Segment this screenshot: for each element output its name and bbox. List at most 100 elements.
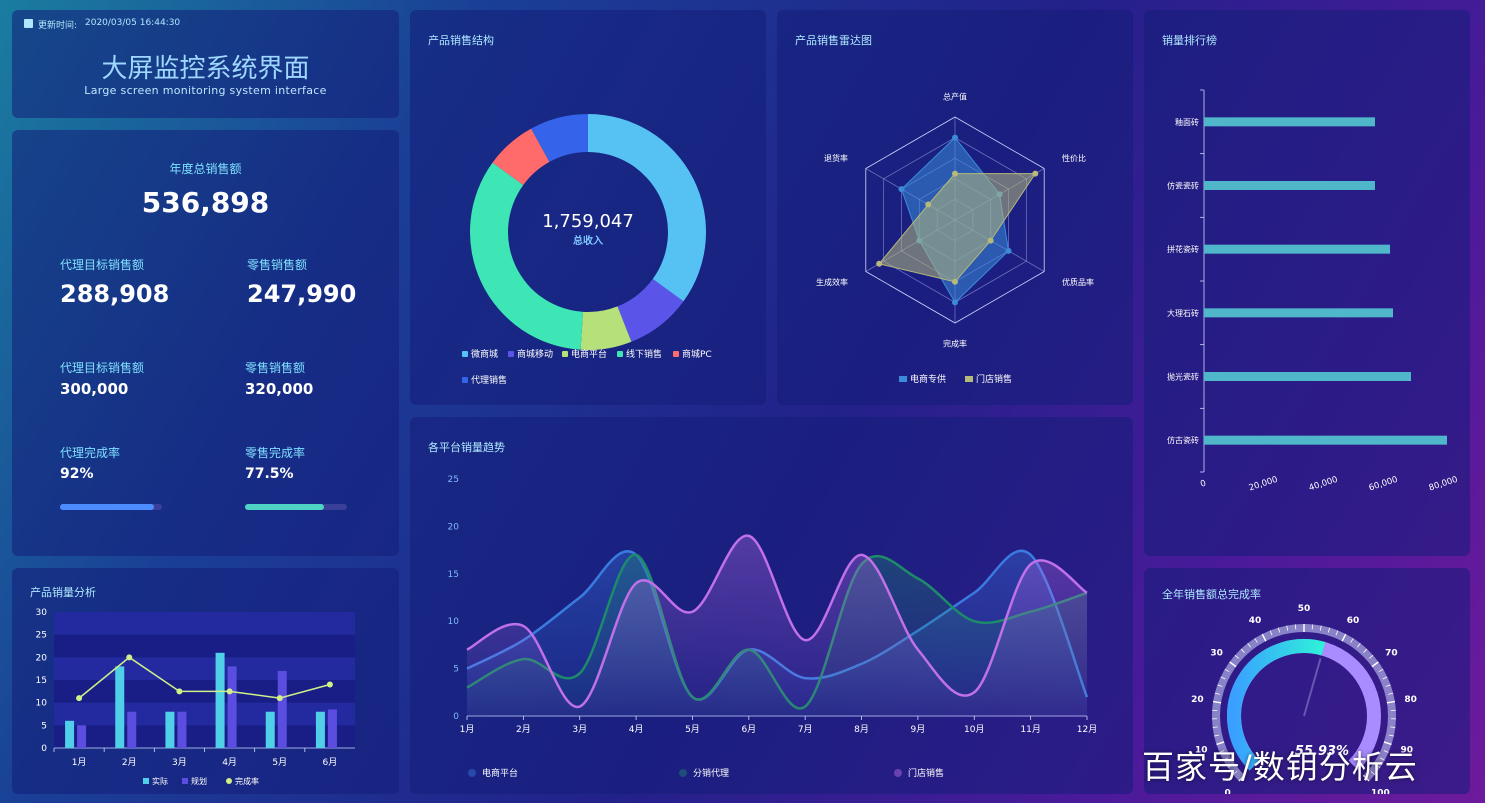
trend-x-tick-label: 4月 <box>629 724 644 735</box>
analysis-bar-plan <box>327 709 337 748</box>
gauge-tick <box>1286 625 1289 631</box>
analysis-x-tick-label: 2月 <box>122 757 137 768</box>
gauge-tick <box>1390 726 1396 728</box>
gauge-tick-label: 0 <box>1224 788 1230 794</box>
agent-rate-progress <box>60 504 162 510</box>
radar-title: 产品销售雷达图 <box>795 34 872 47</box>
donut-center-value: 1,759,047 <box>542 211 634 232</box>
legend-swatch <box>679 769 687 777</box>
trend-x-tick-label: 8月 <box>854 724 869 735</box>
analysis-y-tick-label: 20 <box>36 653 48 663</box>
trend-chart: 0 5 10 15 20 25 1月 2月 3月 4月 5月 6月 7月 8月 9月 10月 11月 12月电商平… <box>448 475 1098 779</box>
gauge-tick-label: 20 <box>1191 695 1204 705</box>
radar-point <box>987 237 994 244</box>
radar-axis-label: 退货率 <box>824 153 848 163</box>
radar-point <box>952 299 958 306</box>
legend-swatch <box>462 351 468 357</box>
radar-point <box>876 260 883 267</box>
ranking-title: 销量排行榜 <box>1162 34 1217 47</box>
legend-label: 商城PC <box>682 348 712 360</box>
analysis-grid-band <box>54 702 355 726</box>
calendar-icon <box>24 19 33 28</box>
ranking-category-label: 拼花瓷砖 <box>1167 244 1199 254</box>
agent-rate-value: 92% <box>60 466 94 482</box>
gauge-tick <box>1223 757 1228 761</box>
analysis-bar-actual <box>215 652 225 748</box>
trend-y-tick-label: 10 <box>448 617 460 627</box>
legend-swatch <box>508 351 514 357</box>
gauge-tick <box>1375 764 1381 769</box>
gauge-tick <box>1232 771 1238 775</box>
analysis-bar-plan <box>227 666 237 748</box>
annual-sales-label: 年度总销售额 <box>169 162 242 176</box>
gauge-tick <box>1227 764 1233 769</box>
ranking-tick-label: 80,000 <box>1428 475 1459 494</box>
analysis-x-tick-label: 3月 <box>172 757 187 768</box>
gauge-value: 55.93% <box>1294 744 1350 759</box>
gauge-tick <box>1382 676 1388 680</box>
gauge-tick-label: 40 <box>1249 616 1262 626</box>
gauge-tick-label: 70 <box>1385 649 1398 659</box>
gauge-tick <box>1335 630 1339 636</box>
analysis-grid-band <box>54 634 355 658</box>
gauge-tick <box>1385 684 1391 687</box>
ranking-bar <box>1204 372 1411 381</box>
gauge-tick <box>1383 750 1389 753</box>
ranking-tick-label: 60,000 <box>1368 475 1399 494</box>
legend-swatch <box>562 351 568 357</box>
legend-label: 线下销售 <box>626 348 662 360</box>
gauge-tick <box>1386 700 1395 704</box>
analysis-y-tick-label: 15 <box>36 676 47 686</box>
trend-x-tick-label: 10月 <box>964 724 984 735</box>
analysis-rate-point <box>176 688 183 695</box>
gauge-tick <box>1240 648 1245 653</box>
legend-label: 分销代理 <box>693 767 729 779</box>
donut-slice <box>588 114 706 302</box>
legend-swatch <box>617 351 623 357</box>
donut-slice <box>492 128 550 185</box>
donut-title: 产品销售结构 <box>428 34 494 47</box>
analysis-bar-actual <box>65 720 75 748</box>
legend-label: 门店销售 <box>976 373 1012 385</box>
ranking-category-label: 釉面砖 <box>1175 117 1199 127</box>
legend-swatch <box>468 769 476 777</box>
legend-label: 商城移动 <box>517 348 553 360</box>
radar-point <box>1005 247 1012 254</box>
analysis-title: 产品销量分析 <box>30 586 96 599</box>
radar-point <box>1032 170 1039 177</box>
analysis-y-tick-label: 10 <box>36 699 48 709</box>
retail-rate-label: 零售完成率 <box>245 446 306 460</box>
ranking-bar <box>1204 181 1375 190</box>
gauge-tick <box>1319 625 1322 631</box>
ranking-bar <box>1204 244 1390 254</box>
radar-axis-label: 完成率 <box>943 339 967 349</box>
gauge-tick <box>1213 700 1222 704</box>
trend-series-area <box>467 535 1087 716</box>
stats-panel: 年度总销售额 536,898 代理目标销售额 288,908 零售销售额 247… <box>12 130 399 556</box>
legend-swatch <box>462 377 468 383</box>
ranking-category-label: 仿瓷瓷砖 <box>1167 181 1199 191</box>
gauge-tick <box>1269 630 1273 636</box>
radar-axis-label: 总产值 <box>943 91 967 101</box>
gauge-tick-label: 90 <box>1400 745 1413 755</box>
gauge-tick <box>1383 741 1392 746</box>
legend-label: 代理销售 <box>471 374 507 386</box>
donut-chart: 微商城 商城移动 电商平台 线下销售 商城PC 代理销售 <box>462 114 712 386</box>
analysis-rate-point <box>326 681 333 688</box>
radar-axis-label: 生成效率 <box>816 277 848 287</box>
gauge-tick <box>1380 757 1385 761</box>
analysis-y-tick-label: 0 <box>41 744 47 754</box>
page-title: 大屏监控系统界面 <box>101 54 310 84</box>
analysis-grid-band <box>54 725 355 748</box>
gauge-tick <box>1378 668 1384 673</box>
gauge-tick <box>1229 661 1237 668</box>
gauge-progress <box>1227 639 1326 771</box>
trend-y-tick-label: 0 <box>453 712 459 722</box>
ranking-bar <box>1204 117 1375 127</box>
analysis-rate-line <box>78 656 331 699</box>
analysis-panel: 产品销量分析 0 5 10 15 20 25 30 1月 2月 3月 4月 5月 6月 实际 规划 完成率 <box>12 568 399 794</box>
radar-panel: 产品销售雷达图 总产值 性价比 优质品率 完成率 生成效率 退货率 电商专供 门店销售 <box>777 10 1133 405</box>
retail-label: 零售销售额 <box>247 258 308 272</box>
